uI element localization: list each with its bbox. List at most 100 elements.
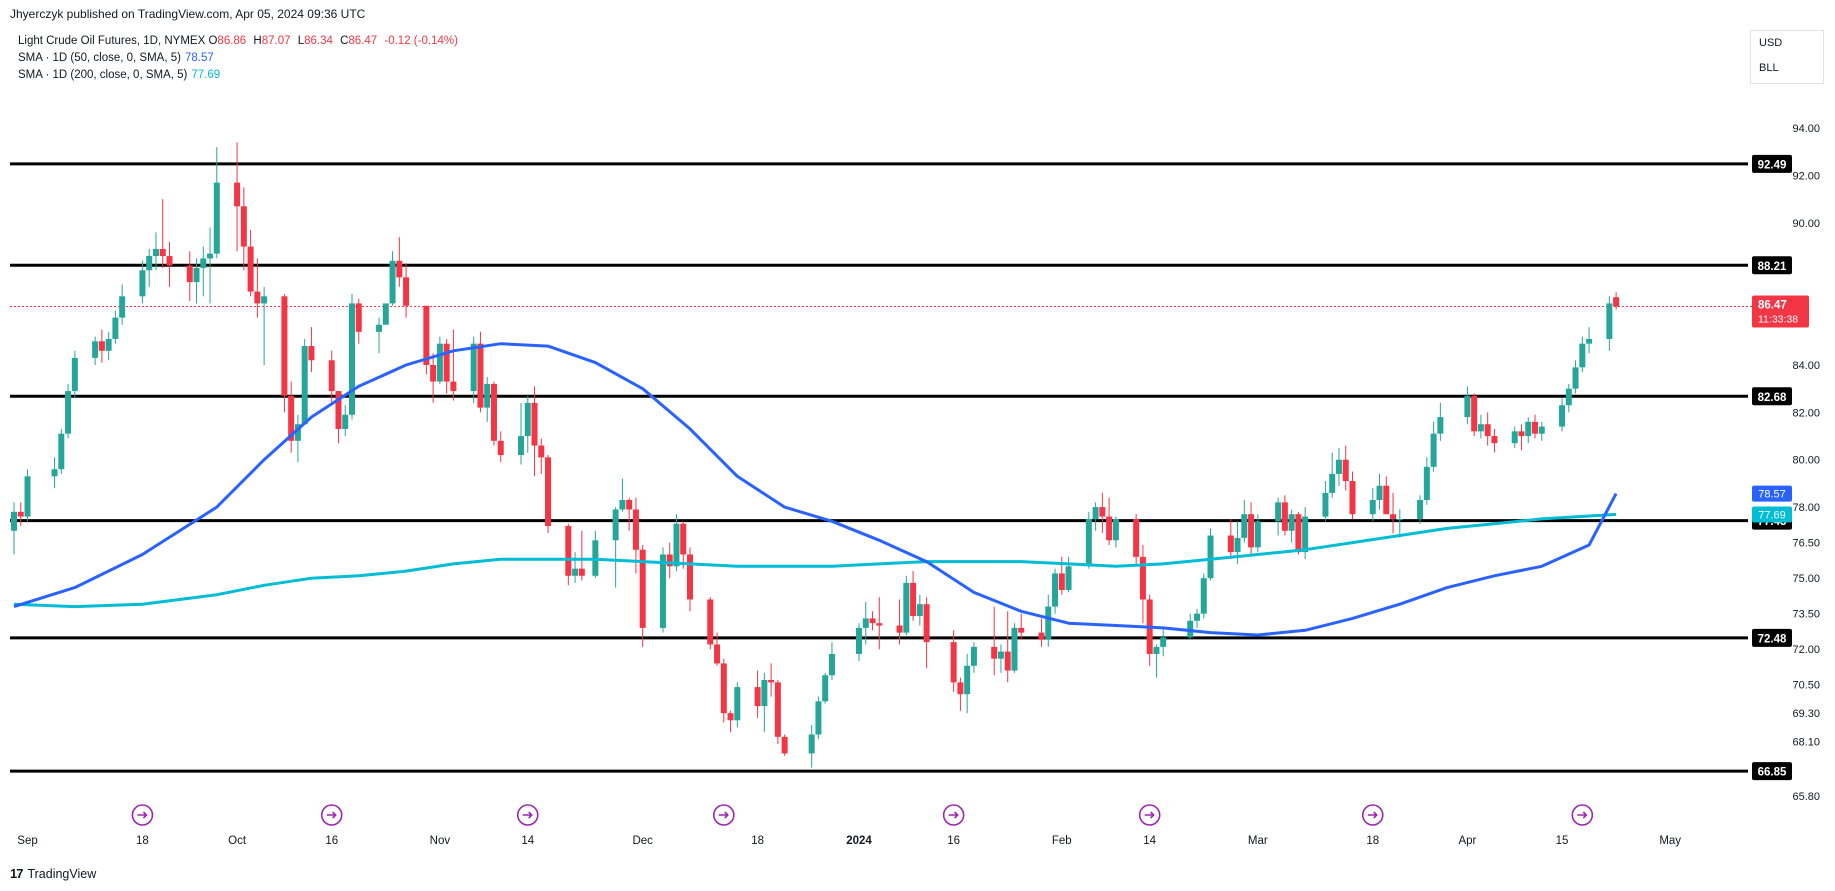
unit-label[interactable]: BLL bbox=[1759, 62, 1779, 74]
x-tick-label: Sep bbox=[17, 835, 37, 847]
candle-up bbox=[964, 665, 971, 695]
candle-down bbox=[1484, 424, 1491, 437]
y-tick-label: 90.00 bbox=[1792, 218, 1820, 230]
candle-up bbox=[193, 267, 200, 283]
candle-up bbox=[1234, 537, 1241, 553]
candle-down bbox=[869, 618, 876, 624]
candle-down bbox=[1058, 573, 1065, 590]
x-tick-label: May bbox=[1659, 835, 1681, 847]
candle-down bbox=[430, 365, 437, 382]
candle-down bbox=[1248, 514, 1255, 548]
x-tick-label: 16 bbox=[947, 835, 960, 847]
candle-up bbox=[200, 258, 207, 268]
candle-up bbox=[1464, 395, 1471, 418]
candle-up bbox=[572, 568, 579, 576]
candle-down bbox=[1106, 516, 1113, 541]
sma200-price-badge bbox=[1752, 506, 1792, 523]
candle-down bbox=[281, 296, 288, 396]
candle-up bbox=[1187, 620, 1194, 638]
level-price-label: 92.49 bbox=[1758, 159, 1787, 171]
candle-up bbox=[903, 582, 910, 633]
candle-down bbox=[403, 277, 410, 306]
candle-down bbox=[774, 682, 781, 737]
candle-up bbox=[389, 260, 396, 304]
candle-down bbox=[578, 568, 585, 576]
candle-up bbox=[65, 391, 72, 434]
low-value: 86.34 bbox=[304, 35, 333, 47]
candle-up bbox=[1369, 500, 1376, 515]
candle-down bbox=[1342, 459, 1349, 482]
candle-down bbox=[1227, 535, 1234, 553]
y-tick-label: 73.50 bbox=[1792, 609, 1820, 621]
candle-up bbox=[1586, 338, 1593, 344]
y-tick-label: 75.00 bbox=[1792, 573, 1820, 585]
price-axis: 94.00 92.00 90.00 84.00 82.00 80.00 78.00 76.50… bbox=[1752, 123, 1820, 803]
candle-down bbox=[1281, 502, 1288, 531]
change-value: -0.12 (-0.14%) bbox=[384, 35, 458, 47]
candle-up bbox=[470, 343, 477, 392]
candle-down bbox=[991, 646, 998, 659]
candle-up bbox=[1376, 485, 1383, 500]
candle-up bbox=[1065, 566, 1072, 590]
symbol-legend[interactable]: Light Crude Oil Futures, 1D, NYMEX O86.8… bbox=[18, 35, 462, 47]
candle-up bbox=[1565, 388, 1572, 406]
sma50-value: 78.57 bbox=[184, 52, 214, 64]
candle-down bbox=[687, 554, 693, 600]
sma200-legend[interactable]: SMA · 1D (200, close, 0, SMA, 5) 77.69 bbox=[18, 69, 220, 81]
sma50-legend[interactable]: SMA · 1D (50, close, 0, SMA, 5) 78.57 bbox=[18, 52, 214, 64]
event-arrow-icon bbox=[326, 811, 337, 819]
currency-unit-box[interactable]: USD BLL bbox=[1750, 30, 1824, 84]
candle-up bbox=[484, 383, 491, 408]
candle-up bbox=[92, 341, 99, 358]
candle-up bbox=[1329, 473, 1336, 493]
candle-up bbox=[1085, 518, 1092, 567]
x-tick-label: 18 bbox=[1366, 835, 1379, 847]
tradingview-logo-icon: 17 bbox=[10, 866, 24, 881]
candle-down bbox=[714, 644, 721, 664]
candle-down bbox=[186, 265, 193, 283]
candle-up bbox=[146, 256, 153, 271]
candle-up bbox=[1538, 426, 1545, 434]
sma200-value: 77.69 bbox=[191, 69, 221, 81]
candle-down bbox=[1295, 514, 1302, 553]
candle-up bbox=[112, 317, 119, 339]
x-tick-label: Apr bbox=[1458, 835, 1476, 847]
level-price-badge bbox=[1752, 256, 1792, 275]
level-price-label: 88.21 bbox=[1758, 261, 1787, 273]
candle-up bbox=[524, 402, 531, 437]
candle-up bbox=[1511, 431, 1518, 444]
candle-down bbox=[876, 623, 883, 626]
level-price-badge bbox=[1752, 387, 1792, 406]
candle-down bbox=[443, 343, 450, 382]
high-value: 87.07 bbox=[261, 35, 291, 47]
candle-down bbox=[957, 682, 964, 695]
candle-up bbox=[1011, 627, 1018, 671]
candle-up bbox=[1525, 421, 1532, 437]
event-arrow-icon bbox=[522, 811, 533, 819]
close-value: 86.47 bbox=[348, 35, 378, 47]
x-tick-label: 16 bbox=[325, 835, 338, 847]
candle-down bbox=[727, 713, 734, 721]
candle-up bbox=[1254, 521, 1261, 548]
candles bbox=[11, 142, 1620, 768]
candle-up bbox=[24, 476, 31, 517]
tradingview-logo-text: TradingView bbox=[27, 866, 97, 881]
sma50-price-label: 78.57 bbox=[1758, 489, 1786, 501]
candle-up bbox=[659, 554, 666, 628]
currency-label[interactable]: USD bbox=[1759, 37, 1783, 49]
candle-down bbox=[396, 260, 403, 278]
tradingview-logo[interactable]: 17 TradingView bbox=[10, 866, 96, 881]
candle-down bbox=[1532, 421, 1538, 434]
candle-down bbox=[531, 402, 538, 446]
candle-up bbox=[815, 701, 822, 735]
high-label: H bbox=[253, 35, 262, 47]
candle-down bbox=[477, 343, 484, 408]
y-tick-label: 80.00 bbox=[1792, 455, 1820, 467]
candle-down bbox=[1038, 632, 1045, 640]
y-tick-label: 94.00 bbox=[1792, 123, 1820, 135]
level-price-label: 66.85 bbox=[1758, 767, 1787, 779]
candle-down bbox=[1018, 627, 1025, 633]
candle-down bbox=[450, 381, 457, 392]
open-label: O bbox=[208, 35, 218, 47]
